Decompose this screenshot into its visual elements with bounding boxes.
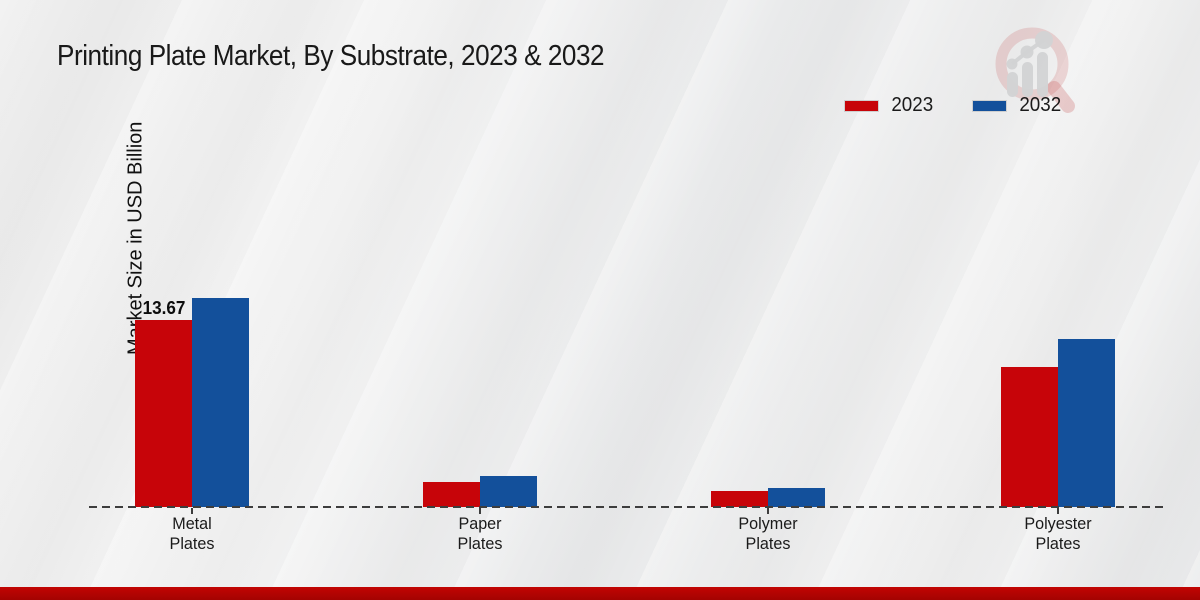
bar-value-label: 13.67 — [142, 298, 185, 318]
bar-2032-0 — [192, 298, 249, 507]
bar-2023-0 — [135, 320, 192, 507]
legend-item-2032: 2032 — [971, 94, 1063, 117]
magnifier-bar-chart-logo-icon — [995, 27, 1075, 113]
chart-title: Printing Plate Market, By Substrate, 202… — [57, 40, 605, 72]
legend-swatch-2032 — [971, 99, 1007, 112]
x-axis-tick — [767, 508, 769, 514]
x-axis-label: Polyester Plates — [1024, 514, 1092, 553]
x-axis-tick — [479, 508, 481, 514]
x-axis-tick — [191, 508, 193, 514]
legend-label-2023: 2023 — [891, 94, 934, 116]
x-axis-tick — [1057, 508, 1059, 514]
chart-legend: 2023 2032 — [844, 94, 1063, 117]
bar-2032-2 — [768, 488, 825, 507]
bar-2032-1 — [480, 476, 537, 507]
x-axis-label: Metal Plates — [169, 514, 215, 553]
x-axis-label: Paper Plates — [457, 514, 503, 553]
bar-2023-3 — [1001, 367, 1058, 507]
legend-swatch-2023 — [844, 99, 879, 112]
footer-accent-bar — [0, 587, 1200, 600]
bar-2023-2 — [711, 491, 768, 507]
bar-2032-3 — [1058, 339, 1115, 507]
bar-2023-1 — [423, 482, 480, 507]
legend-item-2023: 2023 — [844, 94, 935, 117]
legend-label-2032: 2032 — [1018, 94, 1061, 116]
x-axis-label: Polymer Plates — [738, 514, 798, 553]
